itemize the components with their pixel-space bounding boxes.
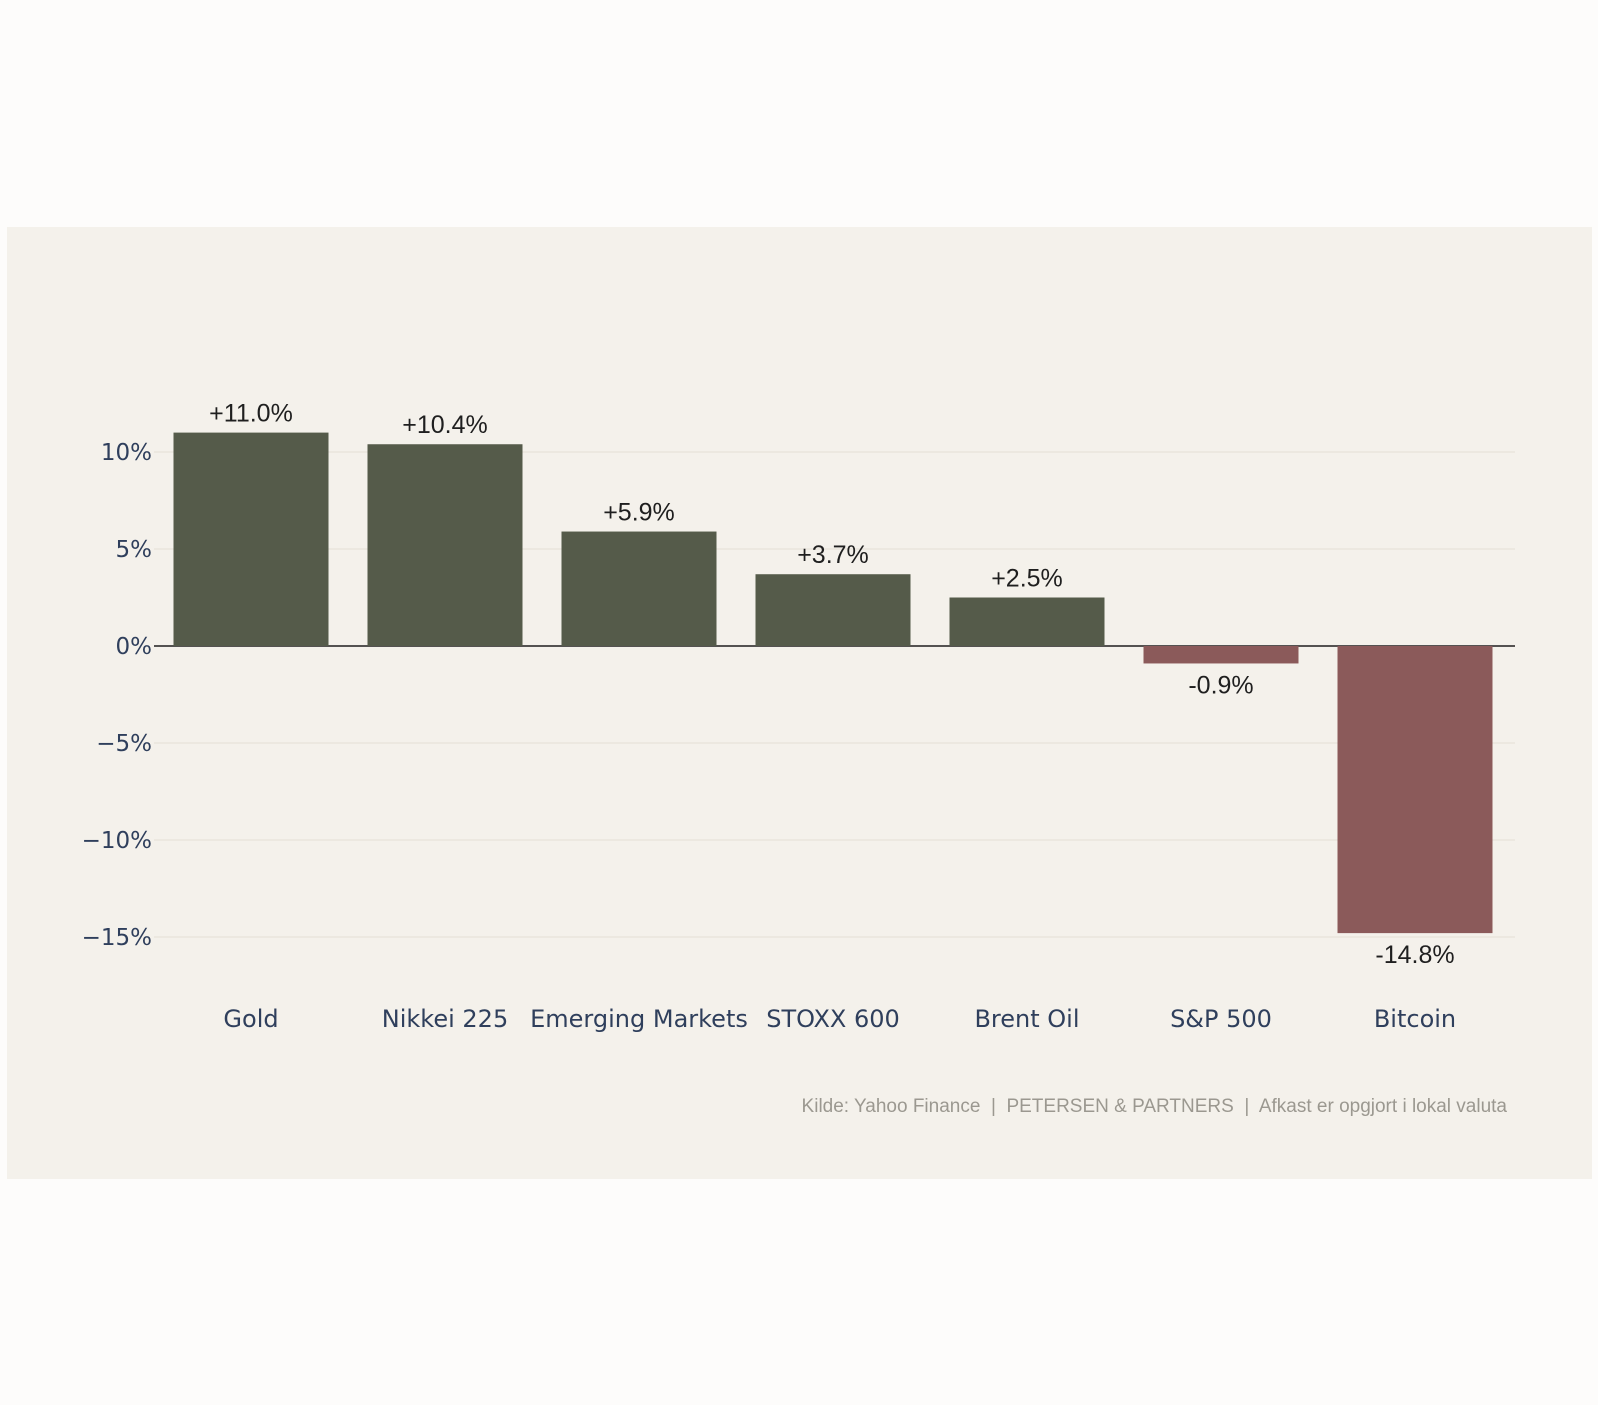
- y-tick-label: 10%: [101, 440, 152, 466]
- x-axis-ticks: Gold Nikkei 225 Emerging Markets STOXX 600 B…: [223, 1005, 1456, 1033]
- x-tick-label: Gold: [223, 1005, 278, 1033]
- bar-chart: 10% 5% 0% −5% −10% −15% +11.0% +10.4% +5.9% +3.7…: [82, 400, 1515, 1117]
- x-tick-label: Brent Oil: [974, 1005, 1079, 1033]
- y-tick-label: −5%: [96, 731, 152, 757]
- bar: [561, 531, 717, 646]
- x-tick-label: Nikkei 225: [382, 1005, 508, 1033]
- data-label: -0.9%: [1188, 671, 1253, 699]
- x-tick-label: Bitcoin: [1374, 1005, 1456, 1033]
- y-tick-label: −10%: [82, 828, 152, 854]
- bar: [173, 432, 329, 646]
- y-tick-label: 5%: [116, 537, 153, 563]
- data-label: +2.5%: [991, 565, 1063, 593]
- y-tick-label: −15%: [82, 925, 152, 951]
- bar: [755, 574, 911, 646]
- x-tick-label: STOXX 600: [766, 1005, 900, 1033]
- bar: [1143, 646, 1299, 664]
- data-labels: +11.0% +10.4% +5.9% +3.7% +2.5% -0.9% -14.8%: [209, 400, 1454, 970]
- source-note: Kilde: Yahoo Finance | PETERSEN & PARTNE…: [802, 1096, 1508, 1117]
- grid-lines: [154, 451, 1515, 938]
- x-tick-label: Emerging Markets: [530, 1005, 748, 1033]
- data-label: +10.4%: [402, 411, 488, 439]
- bar: [949, 597, 1105, 646]
- chart-panel: 10% 5% 0% −5% −10% −15% +11.0% +10.4% +5.9% +3.7…: [7, 227, 1592, 1179]
- bars: [173, 432, 1493, 934]
- data-label: -14.8%: [1375, 941, 1454, 969]
- data-label: +11.0%: [209, 400, 293, 428]
- bar: [1337, 646, 1493, 934]
- data-label: +3.7%: [797, 541, 869, 569]
- y-axis-ticks: 10% 5% 0% −5% −10% −15%: [82, 440, 152, 951]
- bar: [367, 444, 523, 646]
- data-label: +5.9%: [603, 499, 675, 527]
- x-tick-label: S&P 500: [1170, 1005, 1272, 1033]
- y-tick-label: 0%: [116, 634, 153, 660]
